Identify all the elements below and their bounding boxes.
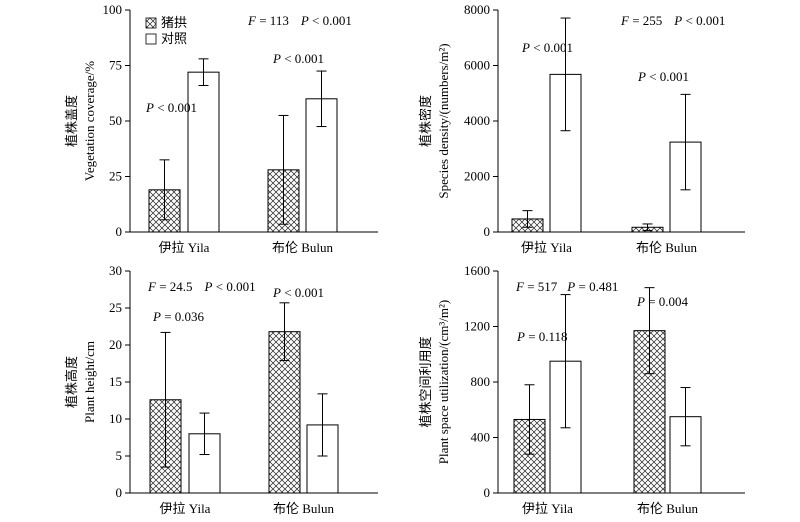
- y-tick-label: 15: [109, 374, 122, 389]
- x-category-label: 布伦 Bulun: [637, 501, 699, 516]
- error-bar-open-1: [317, 393, 328, 457]
- y-tick-label: 2000: [464, 169, 490, 184]
- panel-vegetation-coverage: 0 25 50 75 100 植株盖度 Vegetation coverage/% 伊拉…: [64, 2, 378, 255]
- x-category-label: 伊拉 Yila: [160, 501, 211, 516]
- y-tick-label: 10: [109, 411, 122, 426]
- y-tick-label: 6000: [464, 58, 490, 73]
- stat-annotation: F = 24.5 P < 0.001: [147, 279, 256, 294]
- ylabel-cn: 植株密度: [418, 95, 433, 147]
- y-tick-label: 4000: [464, 113, 490, 128]
- error-bar-open-1: [680, 93, 691, 191]
- error-bar-open-1: [680, 387, 691, 447]
- category-p-bulun: P < 0.001: [637, 69, 689, 84]
- error-bar-hatched-1: [644, 287, 655, 375]
- category-p-yila: P < 0.001: [521, 40, 573, 55]
- x-category-label: 伊拉 Yila: [521, 240, 572, 255]
- stat-annotation: F = 255 P < 0.001: [620, 13, 725, 28]
- y-tick-label: 1200: [464, 319, 490, 334]
- panel-species-density: 0 2000 4000 6000 8000 植株密度 Species density/(…: [418, 2, 745, 255]
- category-p-bulun: P < 0.001: [272, 285, 324, 300]
- y-tick-label: 0: [484, 224, 491, 239]
- category-p-bulun: P < 0.001: [272, 51, 324, 66]
- ylabel-en: Plant space utilization/(cm³/m²): [436, 300, 451, 464]
- y-tick-label: 50: [109, 113, 122, 128]
- y-tick-label: 25: [109, 169, 122, 184]
- x-category-label: 布伦 Bulun: [273, 501, 335, 516]
- error-bar-open-0: [560, 17, 571, 132]
- ylabel-cn: 植株高度: [64, 356, 79, 408]
- ylabel-cn: 植株空间利用度: [418, 336, 433, 427]
- category-p-bulun: P = 0.004: [636, 294, 689, 309]
- error-bar-open-0: [198, 58, 209, 86]
- panel-plant-height: 0 5 10 15 20 25 30 植株高度 Plant height/cm 伊拉 Yil…: [64, 263, 378, 516]
- error-bar-hatched-1: [642, 223, 653, 232]
- y-tick-label: 400: [471, 430, 491, 445]
- legend: 猪拱 对照: [145, 15, 187, 46]
- category-p-yila: P = 0.036: [152, 309, 205, 324]
- y-tick-label: 5: [116, 448, 123, 463]
- x-category-label: 伊拉 Yila: [159, 240, 210, 255]
- stat-annotation: F = 113 P < 0.001: [247, 13, 352, 28]
- error-bar-hatched-0: [159, 159, 170, 221]
- ylabel-en: Vegetation coverage/%: [82, 61, 97, 181]
- error-bar-hatched-1: [279, 302, 290, 362]
- bar-open-0: [187, 71, 220, 233]
- ylabel-en: Plant height/cm: [82, 341, 97, 423]
- y-tick-label: 25: [109, 300, 122, 315]
- error-bar-hatched-0: [522, 210, 533, 228]
- y-tick-label: 100: [103, 2, 123, 17]
- x-category-label: 伊拉 Yila: [522, 501, 573, 516]
- y-tick-label: 30: [109, 263, 122, 278]
- y-tick-label: 0: [484, 485, 491, 500]
- bar-open-1: [305, 98, 338, 233]
- ylabel-cn: 植株盖度: [64, 95, 79, 147]
- panel-plant-space-utilization: 0 400 800 1200 1600 植株空间利用度 Plant space util…: [418, 263, 745, 516]
- legend-label-open: 对照: [161, 31, 187, 46]
- category-p-yila: P < 0.001: [145, 100, 197, 115]
- error-bar-open-1: [316, 70, 327, 128]
- y-tick-label: 0: [116, 485, 123, 500]
- y-tick-label: 0: [116, 224, 123, 239]
- legend-swatch-open: [145, 33, 157, 45]
- ylabel-en: Species density/(numbers/m²): [436, 43, 451, 198]
- legend-swatch-hatched: [145, 17, 157, 29]
- y-tick-label: 8000: [464, 2, 490, 17]
- y-tick-label: 75: [109, 58, 122, 73]
- error-bar-hatched-1: [278, 114, 289, 225]
- y-tick-label: 1600: [464, 263, 490, 278]
- legend-label-hatched: 猪拱: [161, 15, 187, 30]
- stat-annotation: F = 517 P = 0.481: [515, 279, 618, 294]
- category-p-yila: P = 0.118: [516, 329, 568, 344]
- y-tick-label: 800: [471, 374, 491, 389]
- error-bar-hatched-0: [160, 331, 171, 468]
- y-tick-label: 20: [109, 337, 122, 352]
- x-category-label: 布伦 Bulun: [272, 240, 334, 255]
- error-bar-open-0: [199, 412, 210, 456]
- error-bar-hatched-0: [524, 384, 535, 455]
- error-bar-open-0: [560, 294, 571, 429]
- x-category-label: 布伦 Bulun: [636, 240, 698, 255]
